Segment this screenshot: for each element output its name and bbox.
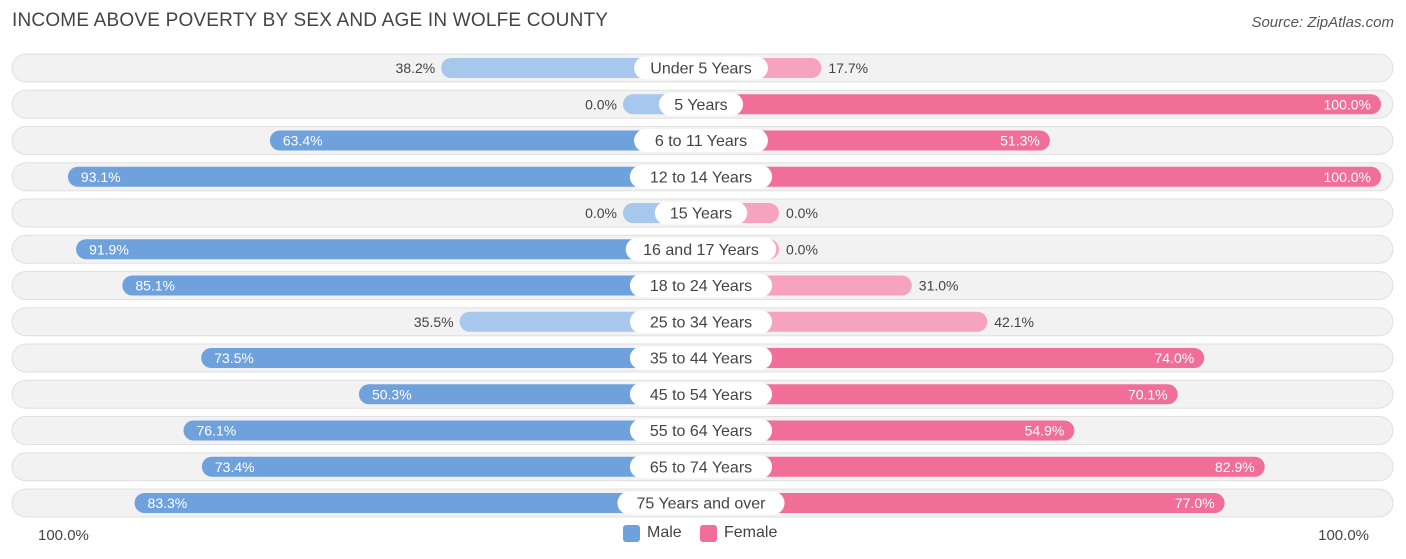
category-label: 25 to 34 Years bbox=[650, 314, 752, 331]
category-label: 6 to 11 Years bbox=[655, 133, 747, 150]
category-pill bbox=[654, 201, 748, 225]
category-pill bbox=[617, 491, 785, 515]
category-pill bbox=[629, 346, 773, 370]
category-pill bbox=[629, 274, 773, 297]
female-bar bbox=[701, 348, 1205, 368]
category-label: 35 to 44 Years bbox=[650, 351, 752, 368]
legend-swatch-female bbox=[700, 524, 717, 542]
legend-swatch-male bbox=[623, 524, 640, 542]
male-value-label: 0.0% bbox=[585, 205, 617, 221]
male-bar bbox=[269, 130, 701, 151]
male-value-label: 91.9% bbox=[89, 241, 129, 257]
male-value-label: 63.4% bbox=[283, 133, 323, 149]
female-value-label: 100.0% bbox=[1324, 96, 1371, 112]
female-value-label: 74.0% bbox=[1154, 350, 1194, 366]
category-label: 45 to 54 Years bbox=[650, 387, 752, 404]
category-label: 16 and 17 Years bbox=[643, 242, 759, 259]
male-bar bbox=[201, 348, 701, 368]
female-value-label: 42.1% bbox=[994, 314, 1034, 330]
female-bar bbox=[701, 493, 1225, 513]
category-pill bbox=[629, 455, 773, 479]
male-bar bbox=[134, 493, 701, 513]
legend-item-male[interactable]: Male bbox=[623, 524, 682, 542]
category-label: 12 to 14 Years bbox=[650, 169, 752, 186]
bar-chart: 38.2% 17.7% Under 5 Years 0.0% 100.0% 5 Years… bbox=[11, 53, 1394, 518]
male-bar bbox=[183, 420, 701, 441]
category-label: 75 Years and over bbox=[637, 496, 767, 513]
legend: Male Female bbox=[0, 524, 1406, 546]
category-label: 18 to 24 Years bbox=[650, 278, 752, 295]
category-label: 15 Years bbox=[670, 206, 732, 223]
male-value-label: 83.3% bbox=[148, 495, 188, 511]
female-value-label: 77.0% bbox=[1175, 495, 1215, 511]
male-bar bbox=[358, 384, 701, 405]
legend-label-male: Male bbox=[647, 524, 682, 541]
male-value-label: 76.1% bbox=[197, 423, 237, 439]
male-value-label: 85.1% bbox=[135, 278, 175, 294]
female-value-label: 51.3% bbox=[1000, 133, 1040, 149]
female-value-label: 54.9% bbox=[1025, 423, 1065, 439]
category-pill bbox=[629, 382, 773, 406]
chart-title: INCOME ABOVE POVERTY BY SEX AND AGE IN W… bbox=[12, 10, 609, 31]
female-value-label: 100.0% bbox=[1324, 169, 1371, 185]
category-label: Under 5 Years bbox=[650, 61, 751, 78]
category-pill bbox=[629, 165, 773, 189]
male-bar bbox=[122, 275, 701, 296]
axis-label-right: 100.0% bbox=[1318, 527, 1369, 544]
category-label: 5 Years bbox=[674, 97, 727, 114]
male-value-label: 73.5% bbox=[214, 350, 254, 366]
legend-item-female[interactable]: Female bbox=[700, 524, 777, 542]
female-value-label: 17.7% bbox=[828, 60, 868, 76]
female-value-label: 70.1% bbox=[1128, 386, 1168, 402]
female-bar bbox=[701, 94, 1381, 115]
female-bar bbox=[701, 166, 1381, 187]
female-value-label: 82.9% bbox=[1215, 459, 1255, 475]
male-value-label: 38.2% bbox=[396, 60, 436, 76]
female-value-label: 31.0% bbox=[919, 278, 959, 294]
male-bar bbox=[67, 166, 702, 187]
source-label: Source: ZipAtlas.com bbox=[1251, 14, 1394, 31]
male-value-label: 73.4% bbox=[215, 459, 255, 475]
male-bar bbox=[76, 239, 701, 260]
female-bar bbox=[701, 456, 1265, 477]
male-value-label: 35.5% bbox=[414, 314, 454, 330]
female-bar bbox=[701, 384, 1178, 405]
category-label: 65 to 74 Years bbox=[650, 459, 752, 476]
axis-label-left: 100.0% bbox=[38, 527, 89, 544]
category-pill bbox=[629, 419, 773, 442]
female-bar bbox=[701, 311, 988, 332]
category-pill bbox=[634, 56, 768, 80]
male-value-label: 50.3% bbox=[372, 386, 412, 402]
female-bar bbox=[701, 420, 1075, 441]
female-value-label: 0.0% bbox=[786, 241, 818, 257]
category-pill bbox=[625, 237, 777, 261]
female-value-label: 0.0% bbox=[786, 205, 818, 221]
female-bar bbox=[701, 130, 1050, 151]
category-pill bbox=[634, 129, 768, 152]
male-bar bbox=[201, 456, 701, 477]
category-label: 55 to 64 Years bbox=[650, 423, 752, 440]
category-pill bbox=[658, 92, 744, 116]
legend-label-female: Female bbox=[724, 524, 778, 541]
male-value-label: 93.1% bbox=[81, 169, 121, 185]
male-value-label: 0.0% bbox=[585, 96, 617, 112]
category-pill bbox=[629, 310, 773, 334]
